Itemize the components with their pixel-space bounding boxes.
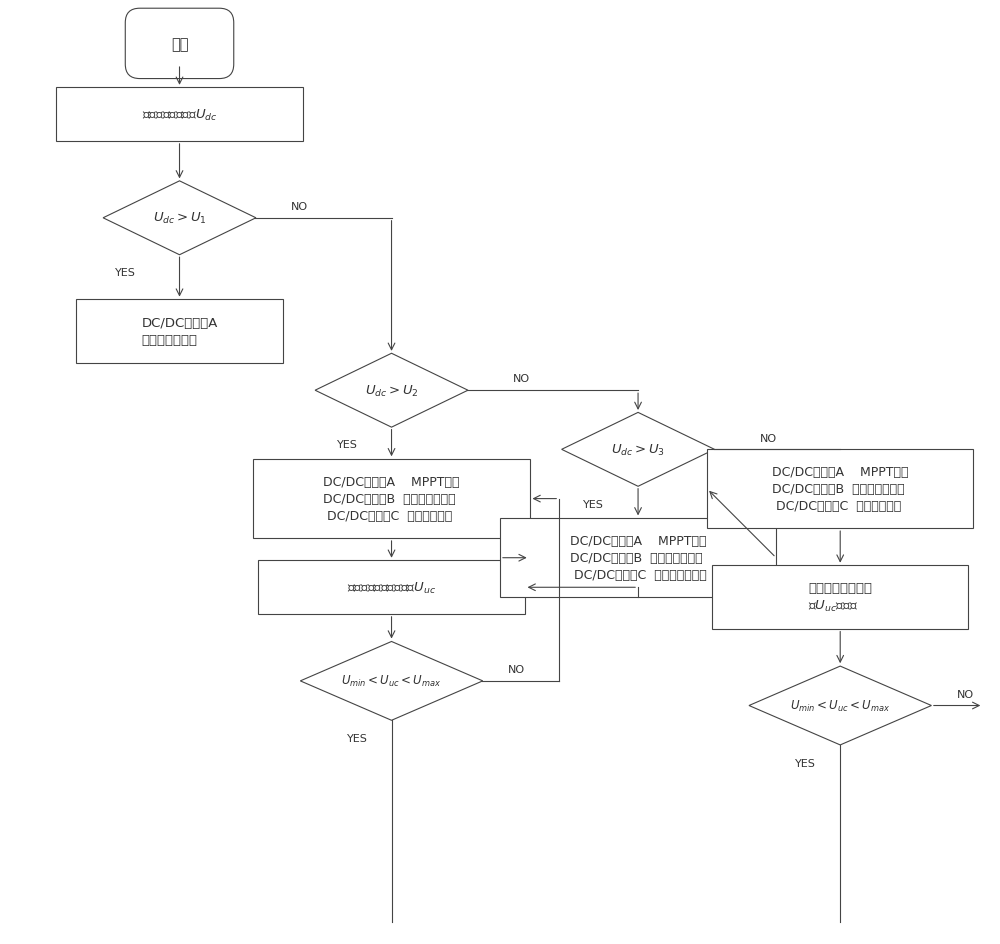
Text: $U_{dc}>U_3$: $U_{dc}>U_3$ [611, 443, 665, 458]
Text: DC/DC变换器A
定电压控制模式: DC/DC变换器A 定电压控制模式 [141, 317, 218, 346]
Text: YES: YES [347, 733, 367, 743]
Text: YES: YES [795, 758, 816, 767]
Text: $U_{min}<U_{uc}<U_{max}$: $U_{min}<U_{uc}<U_{max}$ [790, 699, 891, 714]
Bar [258, 561, 525, 615]
Text: 测量超级电容的端电压$U_{uc}$: 测量超级电容的端电压$U_{uc}$ [347, 581, 436, 596]
Text: $U_{min}<U_{uc}<U_{max}$: $U_{min}<U_{uc}<U_{max}$ [341, 674, 442, 689]
Text: YES: YES [583, 499, 604, 509]
Text: 开始: 开始 [171, 37, 188, 52]
Bar [707, 450, 973, 529]
Text: YES: YES [337, 440, 358, 450]
Polygon shape [749, 666, 931, 745]
Bar [253, 460, 530, 538]
Text: $U_{dc}>U_2$: $U_{dc}>U_2$ [365, 383, 418, 398]
Text: 测量直流母线电压$U_{dc}$: 测量直流母线电压$U_{dc}$ [142, 108, 217, 123]
Polygon shape [315, 354, 468, 428]
Polygon shape [300, 642, 483, 720]
Bar [500, 519, 776, 598]
Text: NO: NO [957, 689, 974, 699]
Text: DC/DC变换器A    MPPT模式
DC/DC变换器B  恒功率控制模式
 DC/DC变换器C  定电压控制模式: DC/DC变换器A MPPT模式 DC/DC变换器B 恒功率控制模式 DC/DC… [570, 534, 706, 582]
Text: $U_{dc}>U_1$: $U_{dc}>U_1$ [153, 211, 207, 227]
Text: DC/DC变换器A    MPPT模式
DC/DC变换器B  定电压控制模式
 DC/DC变换器C  恒流充电模式: DC/DC变换器A MPPT模式 DC/DC变换器B 定电压控制模式 DC/DC… [772, 465, 908, 513]
Bar [712, 565, 968, 630]
Text: NO: NO [508, 665, 525, 674]
Text: YES: YES [115, 268, 136, 278]
Text: NO: NO [513, 374, 530, 384]
Text: DC/DC变换器A    MPPT模式
DC/DC变换器B  定电压控制模式
 DC/DC变换器C  恒流放电模式: DC/DC变换器A MPPT模式 DC/DC变换器B 定电压控制模式 DC/DC… [323, 476, 460, 523]
Bar [56, 88, 303, 143]
Text: NO: NO [291, 202, 308, 211]
FancyBboxPatch shape [125, 9, 234, 79]
Polygon shape [103, 181, 256, 256]
Bar [76, 300, 283, 363]
Polygon shape [562, 413, 714, 487]
Text: NO: NO [760, 433, 777, 443]
Text: 测量超级电容端电
压$U_{uc}$，判断: 测量超级电容端电 压$U_{uc}$，判断 [808, 582, 872, 614]
